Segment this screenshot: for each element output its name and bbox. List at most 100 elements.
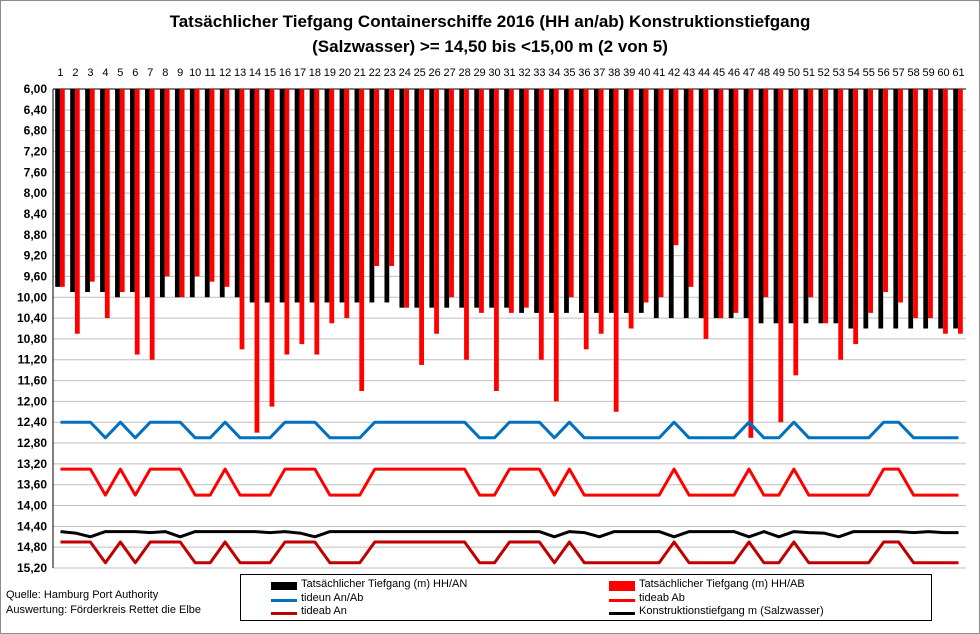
bar [733,89,739,313]
bar [703,89,709,339]
x-tick-label: 55 [863,67,875,79]
bar [149,89,155,360]
bar [115,89,120,298]
bar [194,89,200,277]
x-tick-label: 3 [87,67,93,79]
bar [653,89,659,319]
legend-label: tideab An [301,605,347,617]
x-tick-label: 19 [324,67,336,79]
bar [249,89,255,303]
x-tick-label: 24 [399,67,411,79]
x-tick-label: 18 [309,67,321,79]
bar [564,89,569,313]
bar [509,89,514,313]
x-tick-label: 52 [818,67,830,79]
legend-swatch-black-bar [271,582,297,590]
bar [204,89,210,298]
bar [449,89,454,298]
analysis-line: Auswertung: Förderkreis Rettet die Elbe [6,604,202,616]
x-tick-label: 4 [102,67,108,79]
bar [369,89,375,303]
x-tick-label: 15 [264,67,276,79]
bar [623,89,629,313]
y-tick-label: 6,80 [24,124,48,138]
bar [224,89,230,287]
chart-title-line-1: Tatsächlicher Tiefgang Containerschiffe … [169,12,811,31]
chart-title-line-2: (Salzwasser) >= 14,50 bis <15,00 m (2 vo… [312,37,668,56]
bar [144,89,150,298]
bar [279,89,285,303]
y-tick-label: 10,00 [17,290,47,304]
bar [718,89,724,319]
x-tick-label: 23 [384,67,396,79]
bar [803,89,809,324]
bar [823,89,829,324]
bar [878,89,884,329]
bar [59,89,65,287]
bar [434,89,439,334]
bar [299,89,305,345]
bar [494,89,499,391]
bar [404,89,410,308]
series-line [60,467,959,497]
x-tick-label: 17 [294,67,306,79]
bar [85,89,90,293]
bar [613,89,619,412]
bar [519,89,524,313]
bar [953,89,959,329]
y-tick-label: 9,20 [24,249,48,263]
bar [164,89,170,277]
y-tick-label: 6,40 [24,103,48,117]
y-tick-label: 8,00 [24,186,48,200]
bar [459,89,465,308]
bar [808,89,814,298]
bar [534,89,539,313]
bar [863,89,869,329]
x-tick-label: 11 [204,67,215,79]
bar [419,89,424,365]
bar [284,89,290,355]
x-tick-label: 7 [147,67,153,79]
bar [538,89,544,360]
bar [119,89,125,293]
bar [384,89,390,303]
y-tick-label: 14,00 [17,499,47,513]
bar [594,89,599,313]
series-line [60,530,959,539]
bar [339,89,345,303]
bar [70,89,75,293]
source-note: Quelle: Hamburg Port Authority Auswertun… [6,588,201,618]
y-tick-label: 8,40 [24,207,48,221]
bar [389,89,395,267]
x-tick-label: 25 [414,67,426,79]
x-tick-label: 45 [713,67,725,79]
x-tick-label: 29 [473,67,485,79]
bar [55,89,60,287]
legend-swatch-red-bar [609,581,635,591]
y-tick-label: 11,20 [18,353,48,367]
x-tick-label: 54 [848,67,860,79]
x-tick-label: 33 [533,67,545,79]
x-tick-label: 27 [444,67,456,79]
bar [713,89,719,319]
y-tick-label: 7,20 [24,144,48,158]
x-tick-label: 49 [773,67,785,79]
x-tick-label: 51 [803,67,815,79]
x-tick-label: 1 [57,67,63,79]
bar [923,89,929,329]
x-tick-label: 14 [249,67,261,79]
legend-swatch-red-line [609,599,635,602]
x-tick-label: 16 [279,67,291,79]
series-line [60,420,959,440]
bar [549,89,554,313]
y-tick-label: 12,00 [17,394,47,408]
x-tick-label: 48 [758,67,770,79]
bar [219,89,225,298]
y-tick-label: 7,60 [24,165,48,179]
x-tick-label: 26 [429,67,441,79]
x-tick-label: 57 [893,67,905,79]
bar [748,89,754,438]
bar [778,89,784,423]
bar [159,89,165,298]
